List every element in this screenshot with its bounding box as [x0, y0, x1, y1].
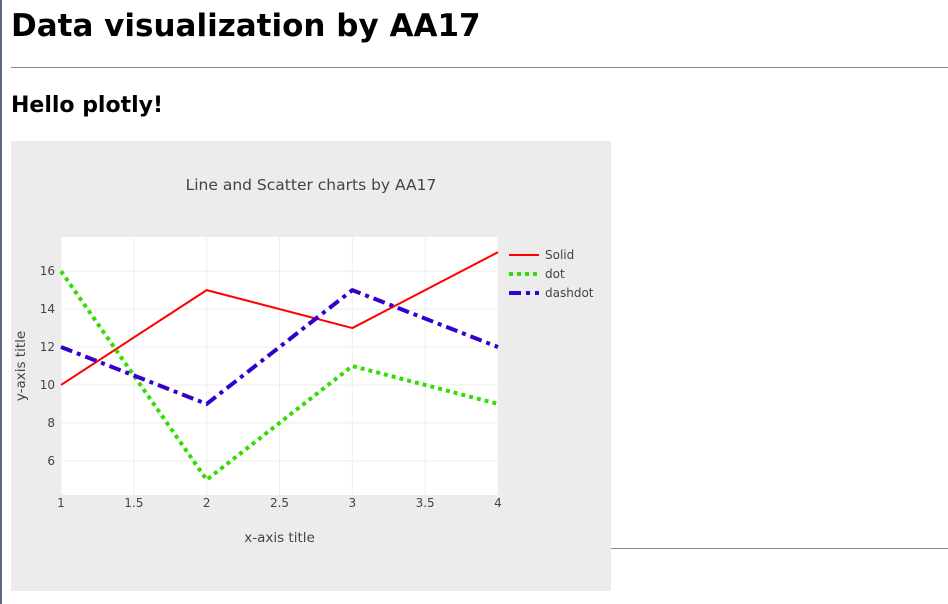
x-tick-label: 1.5	[124, 496, 143, 510]
x-axis-title: x-axis title	[244, 530, 315, 546]
legend-label: dot	[545, 267, 565, 281]
legend-item-dot[interactable]: dot	[509, 267, 565, 281]
series-line-dot	[59, 270, 499, 482]
y-tick-label: 12	[40, 340, 55, 354]
series-line-solid	[60, 251, 499, 386]
series-lines	[59, 251, 499, 482]
axis-ticks: 1 1.5 2 2.5 3 3.5 4 6 8 10 12 14 16	[40, 264, 502, 510]
x-tick-label: 2	[203, 496, 211, 510]
x-tick-label: 4	[494, 496, 502, 510]
y-tick-label: 6	[47, 454, 55, 468]
legend[interactable]: Solid dot dashdot	[509, 248, 594, 300]
legend-item-solid[interactable]: Solid	[509, 248, 574, 262]
legend-label: Solid	[545, 248, 574, 262]
plot-container[interactable]: 1 1.5 2 2.5 3 3.5 4 6 8 10 12 14 16 Line and Scatter…	[11, 141, 611, 591]
line-chart[interactable]: 1 1.5 2 2.5 3 3.5 4 6 8 10 12 14 16 Line and Scatter…	[11, 141, 611, 591]
legend-item-dashdot[interactable]: dashdot	[509, 286, 594, 300]
y-tick-label: 14	[40, 302, 55, 316]
x-tick-label: 2.5	[270, 496, 289, 510]
x-tick-label: 1	[57, 496, 65, 510]
chart-title: Line and Scatter charts by AA17	[186, 176, 437, 194]
y-axis-title: y-axis title	[13, 331, 29, 401]
section-heading: Hello plotly!	[11, 93, 164, 118]
y-tick-label: 10	[40, 378, 55, 392]
y-tick-label: 16	[40, 264, 55, 278]
legend-label: dashdot	[545, 286, 594, 300]
x-tick-label: 3	[349, 496, 357, 510]
series-line-dashdot	[60, 288, 499, 406]
x-tick-label: 3.5	[416, 496, 435, 510]
y-tick-label: 8	[47, 416, 55, 430]
horizontal-rule	[11, 67, 948, 68]
horizontal-rule	[611, 548, 948, 549]
page-title: Data visualization by AA17	[11, 8, 481, 44]
